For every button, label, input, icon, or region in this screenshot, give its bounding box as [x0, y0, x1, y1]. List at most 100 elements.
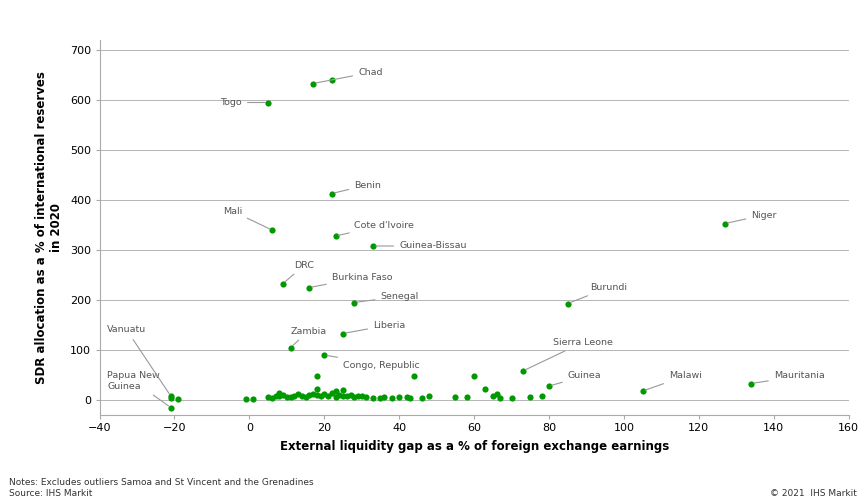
Point	[276, 391, 290, 399]
Point	[280, 392, 294, 400]
Text: Burkina Faso: Burkina Faso	[312, 273, 392, 287]
Point	[291, 390, 305, 398]
Point	[339, 392, 353, 400]
Point	[325, 389, 339, 397]
Text: Niger: Niger	[727, 210, 777, 223]
Point	[486, 392, 500, 400]
Text: Benin: Benin	[334, 180, 381, 193]
Point	[284, 393, 298, 401]
Text: Papua New
Guinea: Papua New Guinea	[107, 372, 169, 406]
Point	[295, 392, 309, 400]
Point	[392, 392, 406, 400]
Text: Mali: Mali	[223, 206, 269, 229]
Text: Degree to which an SDR allocation would help low income countries in meeting ext: Degree to which an SDR allocation would …	[10, 12, 759, 25]
Point	[299, 392, 313, 400]
Point	[239, 395, 253, 403]
Text: Vanuatu: Vanuatu	[107, 326, 169, 394]
Point	[307, 80, 320, 88]
Point	[276, 280, 290, 287]
Point	[423, 392, 436, 400]
Point	[460, 393, 474, 401]
Point	[542, 382, 556, 390]
Point	[415, 394, 429, 402]
Point	[164, 394, 178, 402]
Text: © 2021  IHS Markit: © 2021 IHS Markit	[771, 488, 857, 498]
Text: Chad: Chad	[316, 68, 383, 83]
Point	[489, 390, 503, 398]
Point	[378, 392, 391, 400]
Text: Cote d'Ivoire: Cote d'Ivoire	[339, 220, 414, 236]
Point	[268, 392, 282, 400]
Text: Guinea: Guinea	[552, 372, 601, 385]
Text: Zambia: Zambia	[291, 326, 326, 345]
Point	[534, 392, 548, 400]
Point	[317, 390, 331, 398]
Point	[516, 367, 530, 375]
Point	[328, 387, 342, 395]
Point	[164, 404, 178, 411]
Text: Sierra Leone: Sierra Leone	[526, 338, 612, 370]
Point	[344, 390, 358, 398]
Text: DRC: DRC	[285, 260, 314, 281]
Point	[284, 344, 298, 351]
Point	[273, 392, 287, 400]
Point	[171, 394, 185, 402]
Point	[273, 389, 287, 397]
Point	[313, 392, 327, 400]
Point	[494, 394, 507, 402]
Point	[449, 393, 462, 401]
Point	[164, 392, 178, 400]
Point	[385, 394, 398, 402]
Point	[325, 190, 339, 198]
Point	[265, 394, 279, 402]
Point	[288, 392, 301, 400]
Text: Mauritania: Mauritania	[754, 372, 824, 383]
Point	[468, 372, 481, 380]
Point	[321, 392, 335, 400]
Point	[328, 232, 342, 240]
Point	[355, 392, 369, 400]
Point	[505, 394, 519, 402]
Point	[325, 76, 339, 84]
Text: Togo: Togo	[220, 98, 265, 107]
Text: Liberia: Liberia	[346, 320, 405, 333]
Point	[317, 351, 331, 359]
Point	[366, 394, 380, 402]
Point	[404, 394, 417, 402]
Point	[347, 298, 361, 306]
Point	[400, 393, 414, 401]
Y-axis label: SDR allocation as a % of international reserves
in 2020: SDR allocation as a % of international r…	[36, 71, 63, 384]
Point	[262, 392, 275, 400]
Point	[310, 391, 324, 399]
Point	[262, 98, 275, 106]
Point	[745, 380, 759, 388]
Point	[359, 393, 372, 401]
Point	[561, 300, 575, 308]
Point	[347, 392, 361, 400]
Point	[407, 372, 421, 380]
Point	[523, 393, 537, 401]
Point	[478, 385, 492, 393]
Point	[307, 390, 320, 398]
Point	[351, 392, 365, 400]
Point	[373, 394, 387, 402]
Text: Congo, Republic: Congo, Republic	[327, 356, 420, 370]
X-axis label: External liquidity gap as a % of foreign exchange earnings: External liquidity gap as a % of foreign…	[280, 440, 669, 454]
Text: Senegal: Senegal	[357, 292, 419, 302]
Text: Notes: Excludes outliers Samoa and St Vincent and the Grenadines
Source: IHS Mar: Notes: Excludes outliers Samoa and St Vi…	[9, 478, 313, 498]
Point	[328, 392, 342, 400]
Point	[636, 387, 650, 395]
Text: Guinea-Bissau: Guinea-Bissau	[376, 242, 467, 250]
Point	[336, 392, 350, 400]
Point	[336, 386, 350, 394]
Point	[302, 390, 316, 398]
Point	[302, 284, 316, 292]
Point	[366, 242, 380, 250]
Text: Burundi: Burundi	[571, 283, 627, 302]
Text: Malawi: Malawi	[645, 372, 701, 390]
Point	[718, 220, 732, 228]
Point	[310, 372, 324, 380]
Point	[333, 391, 346, 399]
Point	[246, 394, 260, 402]
Point	[336, 330, 350, 338]
